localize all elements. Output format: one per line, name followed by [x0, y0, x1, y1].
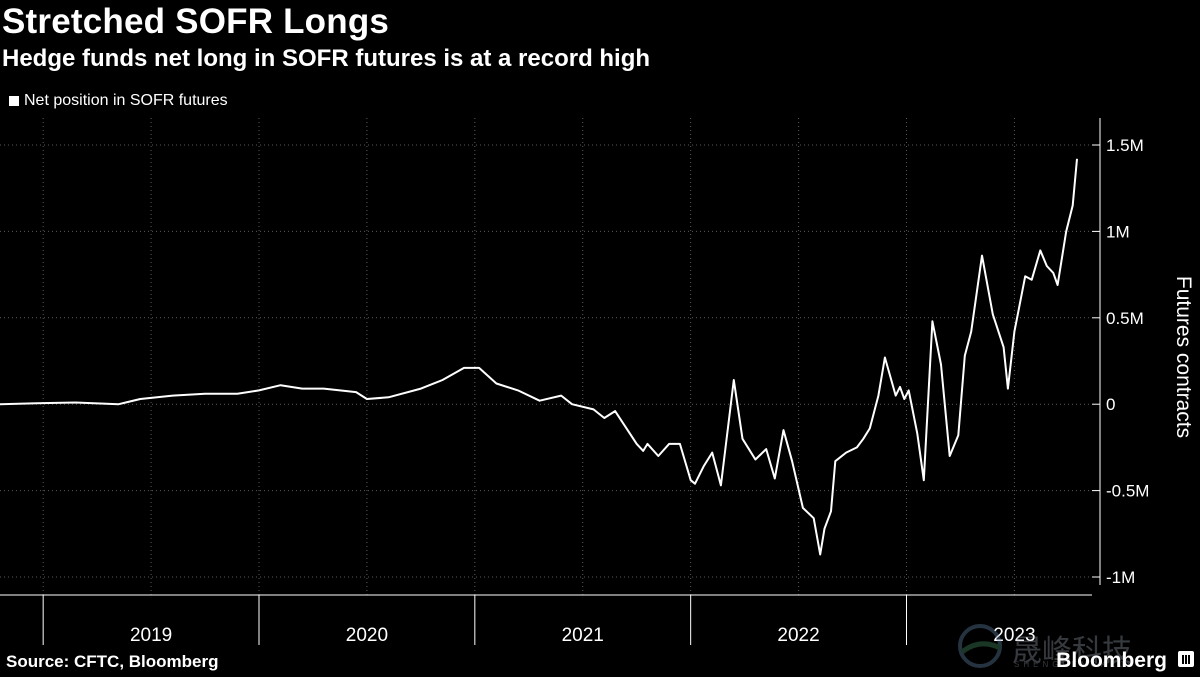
series-line-net-position	[0, 158, 1078, 556]
x-tick-label: 2021	[562, 625, 604, 646]
watermark-subtext: SHENGFENGKEJI	[1014, 660, 1134, 669]
bloomberg-terminal-icon	[1178, 651, 1194, 667]
legend-swatch	[9, 96, 19, 106]
watermark-logo: 晟峰科技 SHENGFENGKEJI	[950, 620, 1170, 672]
legend: Net position in SOFR futures	[9, 92, 228, 110]
chart-subtitle: Hedge funds net long in SOFR futures is …	[2, 45, 651, 72]
x-tick-label: 2020	[346, 625, 388, 646]
y-tick-label: 0.5M	[1106, 309, 1144, 328]
y-tick-label: 0	[1106, 395, 1115, 414]
legend-label: Net position in SOFR futures	[24, 92, 228, 109]
bloomberg-logo: Bloomberg	[1056, 649, 1167, 672]
y-tick-label: 1.5M	[1106, 136, 1144, 155]
y-tick-label: -0.5M	[1106, 482, 1149, 501]
watermark-text: 晟峰科技	[1012, 634, 1132, 669]
chart-title: Stretched SOFR Longs	[2, 2, 390, 41]
y-tick-label: -1M	[1106, 568, 1135, 587]
y-tick-label: 1M	[1106, 222, 1130, 241]
x-tick-label: 2023	[993, 625, 1035, 646]
watermark-globe-icon	[958, 624, 1002, 668]
x-tick-label: 2022	[777, 625, 819, 646]
x-tick-label: 2019	[130, 625, 172, 646]
source-note: Source: CFTC, Bloomberg	[6, 652, 219, 671]
y-axis-title: Futures contracts	[1172, 276, 1195, 438]
